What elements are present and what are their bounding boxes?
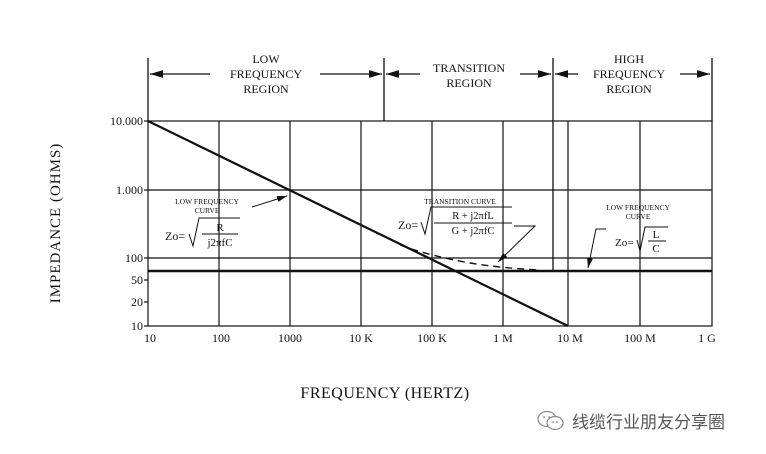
svg-text:10: 10 <box>144 331 156 345</box>
svg-text:10 K: 10 K <box>349 331 373 345</box>
svg-text:TRANSITION CURVE: TRANSITION CURVE <box>424 197 496 206</box>
svg-text:1.000: 1.000 <box>116 183 143 197</box>
y-tick-labels: 10.000 1.000 100 50 20 10 <box>110 114 143 333</box>
svg-text:j2πfC: j2πfC <box>206 237 232 249</box>
region-dividers <box>147 58 713 270</box>
svg-text:REGION: REGION <box>446 76 492 90</box>
svg-text:1000: 1000 <box>278 331 302 345</box>
svg-text:R + j2πfL: R + j2πfL <box>452 211 494 222</box>
svg-text:LOW FREQUENCY: LOW FREQUENCY <box>175 197 239 206</box>
svg-text:100: 100 <box>212 331 230 345</box>
svg-text:REGION: REGION <box>243 82 289 96</box>
annotation-high-frequency: LOW FREQUENCY CURVE Zo= L C <box>587 203 670 269</box>
svg-text:1 M: 1 M <box>493 331 513 345</box>
region-label-transition: TRANSITION REGION <box>433 61 505 90</box>
svg-text:C: C <box>652 243 659 255</box>
svg-text:HIGH: HIGH <box>614 52 644 66</box>
svg-text:100 K: 100 K <box>417 331 447 345</box>
svg-text:1 G: 1 G <box>698 331 716 345</box>
svg-text:LOW: LOW <box>252 52 280 66</box>
svg-text:CURVE: CURVE <box>626 212 651 221</box>
x-axis-title: FREQUENCY (HERTZ) <box>300 385 469 402</box>
watermark-text: 线缆行业朋友分享圈 <box>572 413 725 433</box>
svg-text:FREQUENCY: FREQUENCY <box>230 67 302 81</box>
svg-text:CURVE: CURVE <box>195 206 220 215</box>
svg-text:10: 10 <box>131 319 143 333</box>
svg-text:50: 50 <box>131 273 143 287</box>
svg-text:L: L <box>653 229 660 241</box>
svg-text:Zo=: Zo= <box>615 237 633 249</box>
svg-text:Zo=: Zo= <box>165 229 185 243</box>
y-axis-title: IMPEDANCE (OHMS) <box>48 143 64 304</box>
svg-text:100: 100 <box>125 251 143 265</box>
svg-text:Zo=: Zo= <box>398 218 418 232</box>
svg-text:20: 20 <box>131 295 143 309</box>
annotation-low-frequency: LOW FREQUENCY CURVE Zo= R j2πfC <box>165 195 288 249</box>
svg-text:TRANSITION: TRANSITION <box>433 61 505 75</box>
svg-text:LOW FREQUENCY: LOW FREQUENCY <box>606 203 670 212</box>
region-label-high: HIGH FREQUENCY REGION <box>593 52 665 96</box>
svg-text:100 M: 100 M <box>624 331 656 345</box>
svg-text:10.000: 10.000 <box>110 114 143 128</box>
x-tick-labels: 10 100 1000 10 K 100 K 1 M 10 M 100 M 1 … <box>144 331 716 345</box>
wechat-icon <box>537 410 564 430</box>
svg-text:FREQUENCY: FREQUENCY <box>593 67 665 81</box>
region-label-low: LOW FREQUENCY REGION <box>230 52 302 96</box>
svg-text:G + j2πfC: G + j2πfC <box>452 226 495 237</box>
annotation-transition: TRANSITION CURVE Zo= R + j2πfL G + j2πfC <box>398 197 537 263</box>
plot-grid <box>144 120 713 327</box>
svg-text:R: R <box>216 222 224 234</box>
transition-curve <box>399 244 541 271</box>
low-frequency-curve <box>147 120 569 327</box>
svg-text:10 M: 10 M <box>557 331 583 345</box>
watermark: 线缆行业朋友分享圈 <box>536 408 725 433</box>
svg-text:REGION: REGION <box>606 82 652 96</box>
